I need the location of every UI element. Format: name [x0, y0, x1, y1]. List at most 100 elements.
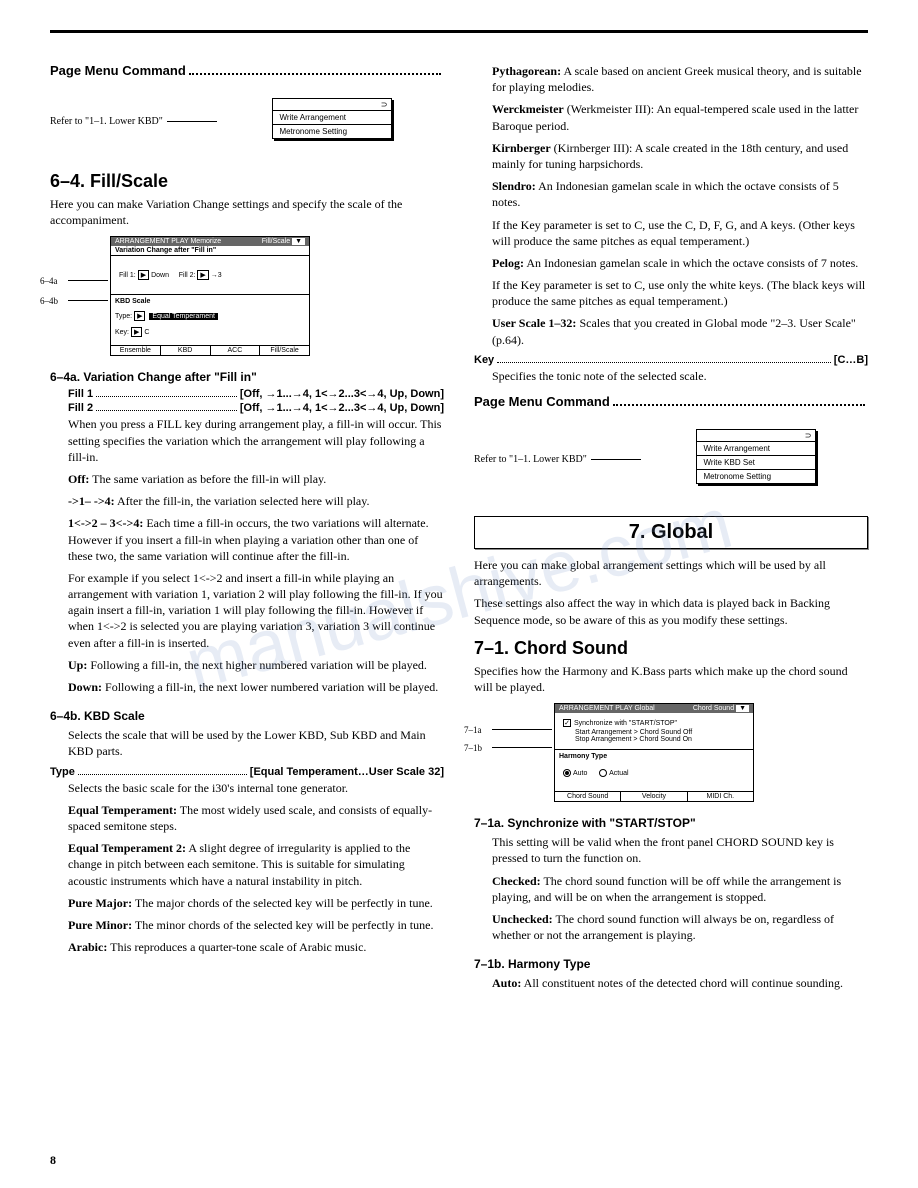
left-column: Page Menu Command Refer to "1–1. Lower K…	[50, 63, 444, 997]
fig71-titlebar: ARRANGEMENT PLAY Global Chord Sound ▼	[555, 704, 753, 713]
us-b: User Scale 1–32:	[492, 316, 576, 330]
page-number: 8	[50, 1153, 56, 1168]
para-wk: Werckmeister (Werkmeister III): An equal…	[492, 101, 868, 133]
menu-figure-2: ⊃ Write Arrangement Write KBD Set Metron…	[696, 429, 816, 484]
at-t: All constituent notes of the detected ch…	[521, 976, 843, 990]
fig64-title-r: Fill/Scale	[262, 238, 290, 245]
fig71-tabs: Chord Sound Velocity MIDI Ch.	[555, 791, 753, 801]
dots	[78, 774, 247, 775]
global-title-box: 7. Global	[474, 516, 868, 549]
tab-velocity: Velocity	[621, 792, 687, 801]
refer-line	[167, 121, 217, 122]
pmn-t: The minor chords of the selected key wil…	[132, 918, 433, 932]
auto-label: Auto	[573, 770, 587, 777]
menu-arrow-row: ⊃	[273, 99, 391, 111]
tab-chord-sound: Chord Sound	[555, 792, 621, 801]
para-at: Auto: All constituent notes of the detec…	[492, 975, 868, 991]
key-label: Key:	[115, 329, 129, 336]
up-b: Up:	[68, 658, 87, 672]
top-rule	[50, 30, 868, 33]
fig-6-4-screen: ARRANGEMENT PLAY Memorize Fill/Scale ▼ V…	[110, 236, 310, 356]
refer-text-2: Refer to "1–1. Lower KBD"	[474, 454, 587, 465]
heading-6-4: 6–4. Fill/Scale	[50, 171, 444, 192]
pmn-b: Pure Minor:	[68, 918, 132, 932]
dots	[189, 73, 441, 75]
pl-t: An Indonesian gamelan scale in which the…	[524, 256, 858, 270]
menu-figure-1: ⊃ Write Arrangement Metronome Setting	[272, 98, 392, 139]
pmc-label-r: Page Menu Command	[474, 394, 610, 409]
para-dn: Down: Following a fill-in, the next lowe…	[68, 679, 444, 695]
refer-container-1: Refer to "1–1. Lower KBD" ⊃ Write Arrang…	[50, 90, 444, 153]
actual-label: Actual	[609, 770, 628, 777]
menu-arrow-row: ⊃	[697, 430, 815, 442]
a14-t: After the fill-in, the variation selecte…	[115, 494, 370, 508]
heading-7-1b: 7–1b. Harmony Type	[474, 957, 868, 971]
para-14: ->1– ->4: After the fill-in, the variati…	[68, 493, 444, 509]
pl-b: Pelog:	[492, 256, 524, 270]
para-12: 1<->2 – 3<->4: Each time a fill-in occur…	[68, 515, 444, 564]
dn-t: Following a fill-in, the next lower numb…	[102, 680, 438, 694]
off-t: The same variation as before the fill-in…	[89, 472, 326, 486]
ar-t: This reproduces a quarter-tone scale of …	[107, 940, 366, 954]
type-intro: Selects the basic scale for the i30's in…	[68, 780, 444, 796]
type-val: Equal Temperament	[149, 313, 218, 320]
ck-t: The chord sound function will be off whi…	[492, 874, 841, 904]
menu1-r1: Write Arrangement	[273, 111, 391, 125]
ar-b: Arabic:	[68, 940, 107, 954]
fill1-opts: [Off, →1...→4, 1<→2...3<→4, Up, Down]	[240, 388, 444, 400]
heading-7-1a: 7–1a. Synchronize with "START/STOP"	[474, 816, 868, 830]
fill2v: →3	[211, 272, 222, 279]
key-val: C	[144, 329, 149, 336]
menu2-r1: Write Arrangement	[697, 442, 815, 456]
para-fill-intro: When you press a FILL key during arrange…	[68, 416, 444, 465]
play-icon: ▶	[131, 327, 142, 337]
fill1-label: Fill 1:	[119, 272, 136, 279]
pmc-label: Page Menu Command	[50, 63, 186, 78]
page-menu-command-header-right: Page Menu Command	[474, 394, 868, 409]
fill1-lbl: Fill 1	[68, 388, 93, 400]
fig64-subtitle: Variation Change after "Fill in"	[111, 246, 309, 256]
intro-7-1: Specifies how the Harmony and K.Bass par…	[474, 663, 868, 695]
fig64-titlebar: ARRANGEMENT PLAY Memorize Fill/Scale ▼	[111, 237, 309, 246]
refer-line	[591, 459, 641, 460]
para-uk: Unchecked: The chord sound function will…	[492, 911, 868, 943]
dots	[96, 396, 237, 397]
para-et: Equal Temperament: The most widely used …	[68, 802, 444, 834]
intro-6-4: Here you can make Variation Change setti…	[50, 196, 444, 228]
kbd-scale-label: KBD Scale	[111, 294, 309, 308]
menu1-r2: Metronome Setting	[273, 125, 391, 138]
a12-b: 1<->2 – 3<->4:	[68, 516, 143, 530]
para-sl2: If the Key parameter is set to C, use th…	[492, 217, 868, 249]
key-line: Key [C…B]	[474, 354, 868, 366]
et2-b: Equal Temperament 2:	[68, 841, 186, 855]
para-et2: Equal Temperament 2: A slight degree of …	[68, 840, 444, 889]
kbd-intro: Selects the scale that will be used by t…	[68, 727, 444, 759]
global-p2: These settings also affect the way in wh…	[474, 595, 868, 627]
at-b: Auto:	[492, 976, 521, 990]
fill1-line: Fill 1 [Off, →1...→4, 1<→2...3<→4, Up, D…	[68, 388, 444, 400]
heading-6-4a: 6–4a. Variation Change after "Fill in"	[50, 370, 444, 384]
pmj-t: The major chords of the selected key wil…	[132, 896, 433, 910]
tab-fillscale: Fill/Scale	[260, 346, 309, 355]
fill2-lbl: Fill 2	[68, 402, 93, 414]
anno-line-71a	[492, 729, 552, 730]
anno-line-71b	[492, 747, 552, 748]
s1: This setting will be valid when the fron…	[492, 834, 868, 866]
dn-b: Down:	[68, 680, 102, 694]
right-column: Pythagorean: A scale based on ancient Gr…	[474, 63, 868, 997]
play-icon: ▶	[197, 270, 208, 280]
menu2-r2: Write KBD Set	[697, 456, 815, 470]
anno-line-64a	[68, 280, 108, 281]
fig71-body2: Auto Actual	[555, 763, 753, 791]
fill2-line: Fill 2 [Off, →1...→4, 1<→2...3<→4, Up, D…	[68, 402, 444, 414]
para-pl: Pelog: An Indonesian gamelan scale in wh…	[492, 255, 868, 271]
fig71-title-r: Chord Sound	[693, 705, 734, 712]
kbd-scale-text: KBD Scale	[115, 298, 150, 305]
anno-line-64b	[68, 300, 108, 301]
fill1v: Down	[151, 272, 169, 279]
a14-b: ->1– ->4:	[68, 494, 115, 508]
para-pmn: Pure Minor: The minor chords of the sele…	[68, 917, 444, 933]
harmony-type-row: Harmony Type	[555, 749, 753, 763]
type-row: Type: ▶ Equal Temperament	[111, 308, 309, 324]
sync-l1: Start Arrangement > Chord Sound Off	[575, 729, 745, 736]
